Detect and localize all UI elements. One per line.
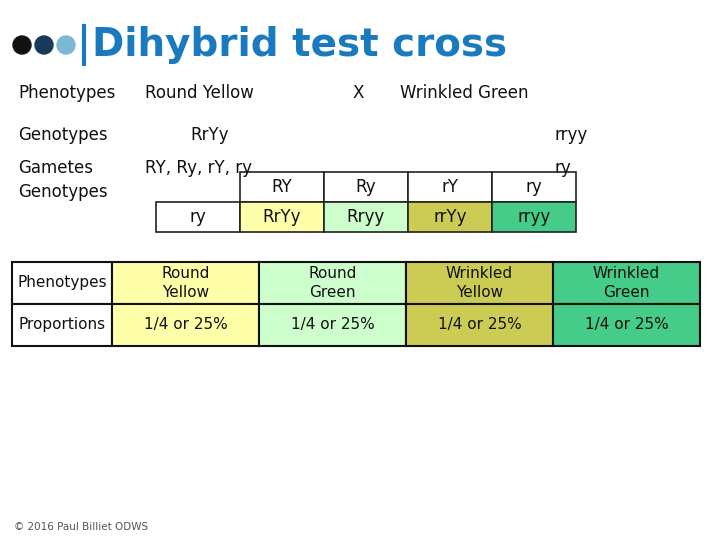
- Bar: [112, 304, 259, 346]
- Text: Wrinkled
Yellow: Wrinkled Yellow: [446, 266, 513, 300]
- Text: 1/4 or 25%: 1/4 or 25%: [585, 318, 668, 333]
- Circle shape: [35, 36, 53, 54]
- Bar: [156, 202, 240, 232]
- Text: rrYy: rrYy: [433, 208, 467, 226]
- Bar: [553, 262, 700, 304]
- Bar: [324, 202, 408, 232]
- Text: Proportions: Proportions: [19, 318, 106, 333]
- Circle shape: [57, 36, 75, 54]
- Text: RrYy: RrYy: [190, 126, 228, 144]
- Text: RrYy: RrYy: [263, 208, 301, 226]
- Text: 1/4 or 25%: 1/4 or 25%: [143, 318, 228, 333]
- Bar: [553, 304, 700, 346]
- Text: Gametes: Gametes: [18, 159, 93, 177]
- Bar: [324, 172, 408, 202]
- Text: © 2016 Paul Billiet ODWS: © 2016 Paul Billiet ODWS: [14, 522, 148, 532]
- Circle shape: [13, 36, 31, 54]
- Text: Dihybrid test cross: Dihybrid test cross: [92, 26, 507, 64]
- Text: Ry: Ry: [356, 178, 377, 196]
- Bar: [406, 262, 553, 304]
- Text: rY: rY: [441, 178, 459, 196]
- Text: RY, Ry, rY, ry: RY, Ry, rY, ry: [145, 159, 252, 177]
- Text: Phenotypes: Phenotypes: [18, 84, 115, 102]
- Bar: [240, 202, 324, 232]
- Bar: [240, 172, 324, 202]
- Text: X: X: [352, 84, 364, 102]
- Text: rryy: rryy: [518, 208, 551, 226]
- Text: ry: ry: [189, 208, 207, 226]
- Text: ry: ry: [555, 159, 572, 177]
- Text: Wrinkled
Green: Wrinkled Green: [593, 266, 660, 300]
- Text: Phenotypes: Phenotypes: [17, 275, 107, 291]
- Bar: [492, 172, 576, 202]
- Text: rryy: rryy: [555, 126, 588, 144]
- Text: Genotypes: Genotypes: [18, 126, 107, 144]
- Bar: [112, 262, 259, 304]
- Text: ry: ry: [526, 178, 542, 196]
- Text: Round Yellow: Round Yellow: [145, 84, 254, 102]
- Bar: [12, 304, 112, 346]
- Text: 1/4 or 25%: 1/4 or 25%: [291, 318, 374, 333]
- Text: RY: RY: [271, 178, 292, 196]
- Text: Round
Yellow: Round Yellow: [161, 266, 210, 300]
- Text: Genotypes: Genotypes: [18, 183, 107, 201]
- Bar: [408, 172, 492, 202]
- Bar: [406, 304, 553, 346]
- Text: Round
Green: Round Green: [308, 266, 356, 300]
- Bar: [259, 262, 406, 304]
- Text: Wrinkled Green: Wrinkled Green: [400, 84, 528, 102]
- Text: 1/4 or 25%: 1/4 or 25%: [438, 318, 521, 333]
- Bar: [408, 202, 492, 232]
- Bar: [12, 262, 112, 304]
- Text: Rryy: Rryy: [347, 208, 385, 226]
- Bar: [492, 202, 576, 232]
- Bar: [259, 304, 406, 346]
